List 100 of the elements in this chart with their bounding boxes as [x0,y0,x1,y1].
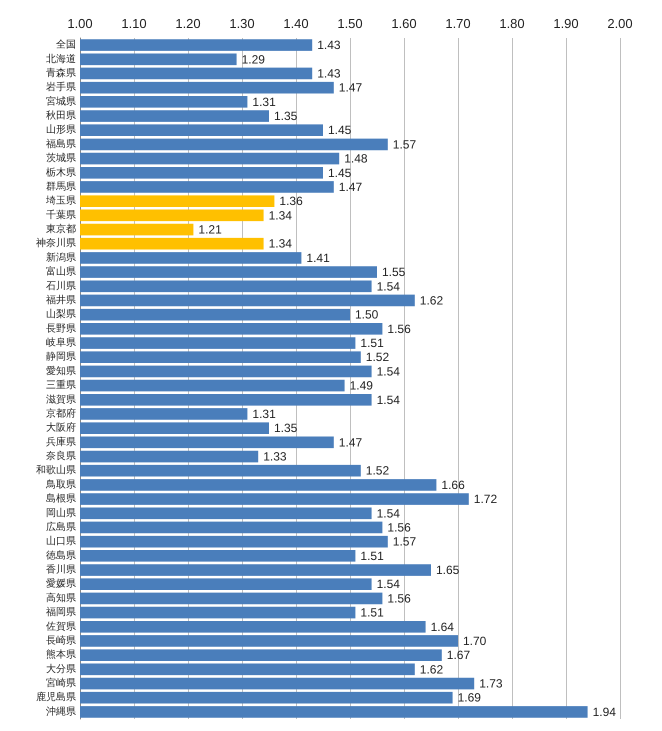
data-label: 1.54 [376,392,400,407]
y-tick-label: 愛知県 [46,364,76,377]
y-tick-label: 兵庫県 [46,436,76,448]
y-tick-label: 福島県 [46,138,76,150]
y-tick-label: 佐賀県 [46,620,76,632]
y-tick-label: 大阪府 [46,422,76,434]
y-tick-label: 鹿児島県 [36,691,76,704]
x-tick-label: 1.70 [445,16,471,31]
y-tick-label: 山梨県 [46,308,76,320]
data-label: 1.35 [274,109,298,124]
data-label: 1.70 [463,634,487,648]
data-label: 1.45 [328,123,352,138]
y-tick-label: 岩手県 [46,81,76,94]
y-tick-label: 鳥取県 [45,478,76,490]
data-label: 1.33 [263,450,287,464]
y-tick-label: 広島県 [46,520,76,533]
data-label: 1.29 [242,52,266,66]
data-label: 1.94 [592,704,616,719]
y-tick-label: 全国 [56,38,76,51]
y-tick-label: 茨城県 [46,152,76,164]
x-tick-label: 1.80 [499,16,525,31]
y-tick-label: 宮城県 [46,95,76,108]
data-label: 1.47 [338,80,362,95]
data-label: 1.47 [338,435,362,450]
y-tick-label: 山口県 [46,535,76,548]
data-label: 1.43 [317,66,341,80]
data-label: 1.21 [198,222,222,237]
data-label: 1.67 [446,648,470,662]
data-label: 1.69 [458,690,482,705]
data-label: 1.55 [382,265,406,280]
data-label: 1.73 [479,676,503,691]
y-tick-label: 高知県 [46,592,76,604]
y-tick-label: 京都府 [46,407,76,420]
x-tick-label: 1.10 [121,16,147,31]
data-label: 1.54 [376,577,400,592]
data-label: 1.62 [420,662,444,676]
x-tick-label: 1.50 [337,16,363,31]
data-label: 1.52 [366,464,390,478]
y-tick-label: 熊本県 [46,648,76,661]
data-label: 1.34 [268,236,292,251]
y-tick-label: 長崎県 [46,634,76,646]
y-tick-label: 三重県 [46,379,76,392]
y-tick-label: 徳島県 [46,549,76,562]
x-tick-label: 1.20 [175,16,201,31]
y-tick-label: 宮崎県 [46,677,76,690]
data-label: 1.64 [430,620,454,634]
data-label: 1.65 [436,563,460,578]
y-tick-label: 千葉県 [46,208,76,221]
x-tick-label: 1.60 [391,16,417,31]
data-label: 1.41 [306,250,330,265]
x-tick-label: 1.30 [229,16,255,31]
data-label: 1.57 [392,534,416,549]
data-label: 1.51 [360,606,384,620]
data-label: 1.48 [344,152,368,166]
y-tick-label: 神奈川県 [36,237,76,250]
data-label: 1.31 [252,94,276,109]
y-tick-label: 島根県 [46,492,76,505]
data-label: 1.47 [338,180,362,194]
y-tick-label: 山形県 [46,124,76,136]
y-tick-label: 長野県 [46,323,76,334]
y-tick-label: 北海道 [46,52,76,65]
y-tick-label: 岐阜県 [46,336,76,349]
data-label: 1.56 [387,591,412,606]
y-tick-label: 新潟県 [46,251,76,264]
y-tick-label: 石川県 [46,280,76,292]
y-tick-label: 香川県 [46,564,76,576]
data-label: 1.35 [274,421,298,436]
data-label: 1.45 [328,166,352,180]
data-label: 1.54 [376,364,400,378]
data-label: 1.66 [441,478,466,492]
data-label: 1.56 [387,520,412,534]
data-label: 1.34 [268,208,292,222]
y-tick-label: 大分県 [46,662,76,675]
data-label: 1.43 [317,38,341,52]
data-label: 1.36 [279,194,304,208]
y-tick-label: 滋賀県 [46,393,76,406]
data-label: 1.72 [474,492,498,506]
x-tick-label: 1.90 [553,16,579,31]
y-tick-label: 和歌山県 [36,464,76,476]
data-label: 1.51 [360,548,384,563]
y-tick-label: 沖縄県 [46,705,76,718]
y-tick-label: 奈良県 [46,450,76,462]
x-tick-label: 1.40 [283,16,309,31]
data-label: 1.31 [252,406,276,421]
data-label: 1.57 [392,137,416,152]
y-tick-label: 福井県 [46,294,76,306]
x-tick-label: 2.00 [607,16,633,31]
data-label: 1.56 [387,322,412,336]
data-label: 1.62 [420,293,444,308]
y-tick-label: 秋田県 [46,110,76,122]
y-tick-label: 福岡県 [46,606,76,618]
y-tick-label: 愛媛県 [46,578,76,590]
data-label: 1.54 [376,506,400,520]
data-label: 1.54 [376,279,400,294]
y-tick-label: 岡山県 [46,506,76,519]
y-tick-label: 青森県 [46,66,76,79]
y-tick-label: 埼玉県 [45,194,76,207]
y-tick-label: 静岡県 [46,350,76,363]
y-tick-label: 群馬県 [46,180,76,192]
x-tick-label: 1.00 [67,16,93,31]
